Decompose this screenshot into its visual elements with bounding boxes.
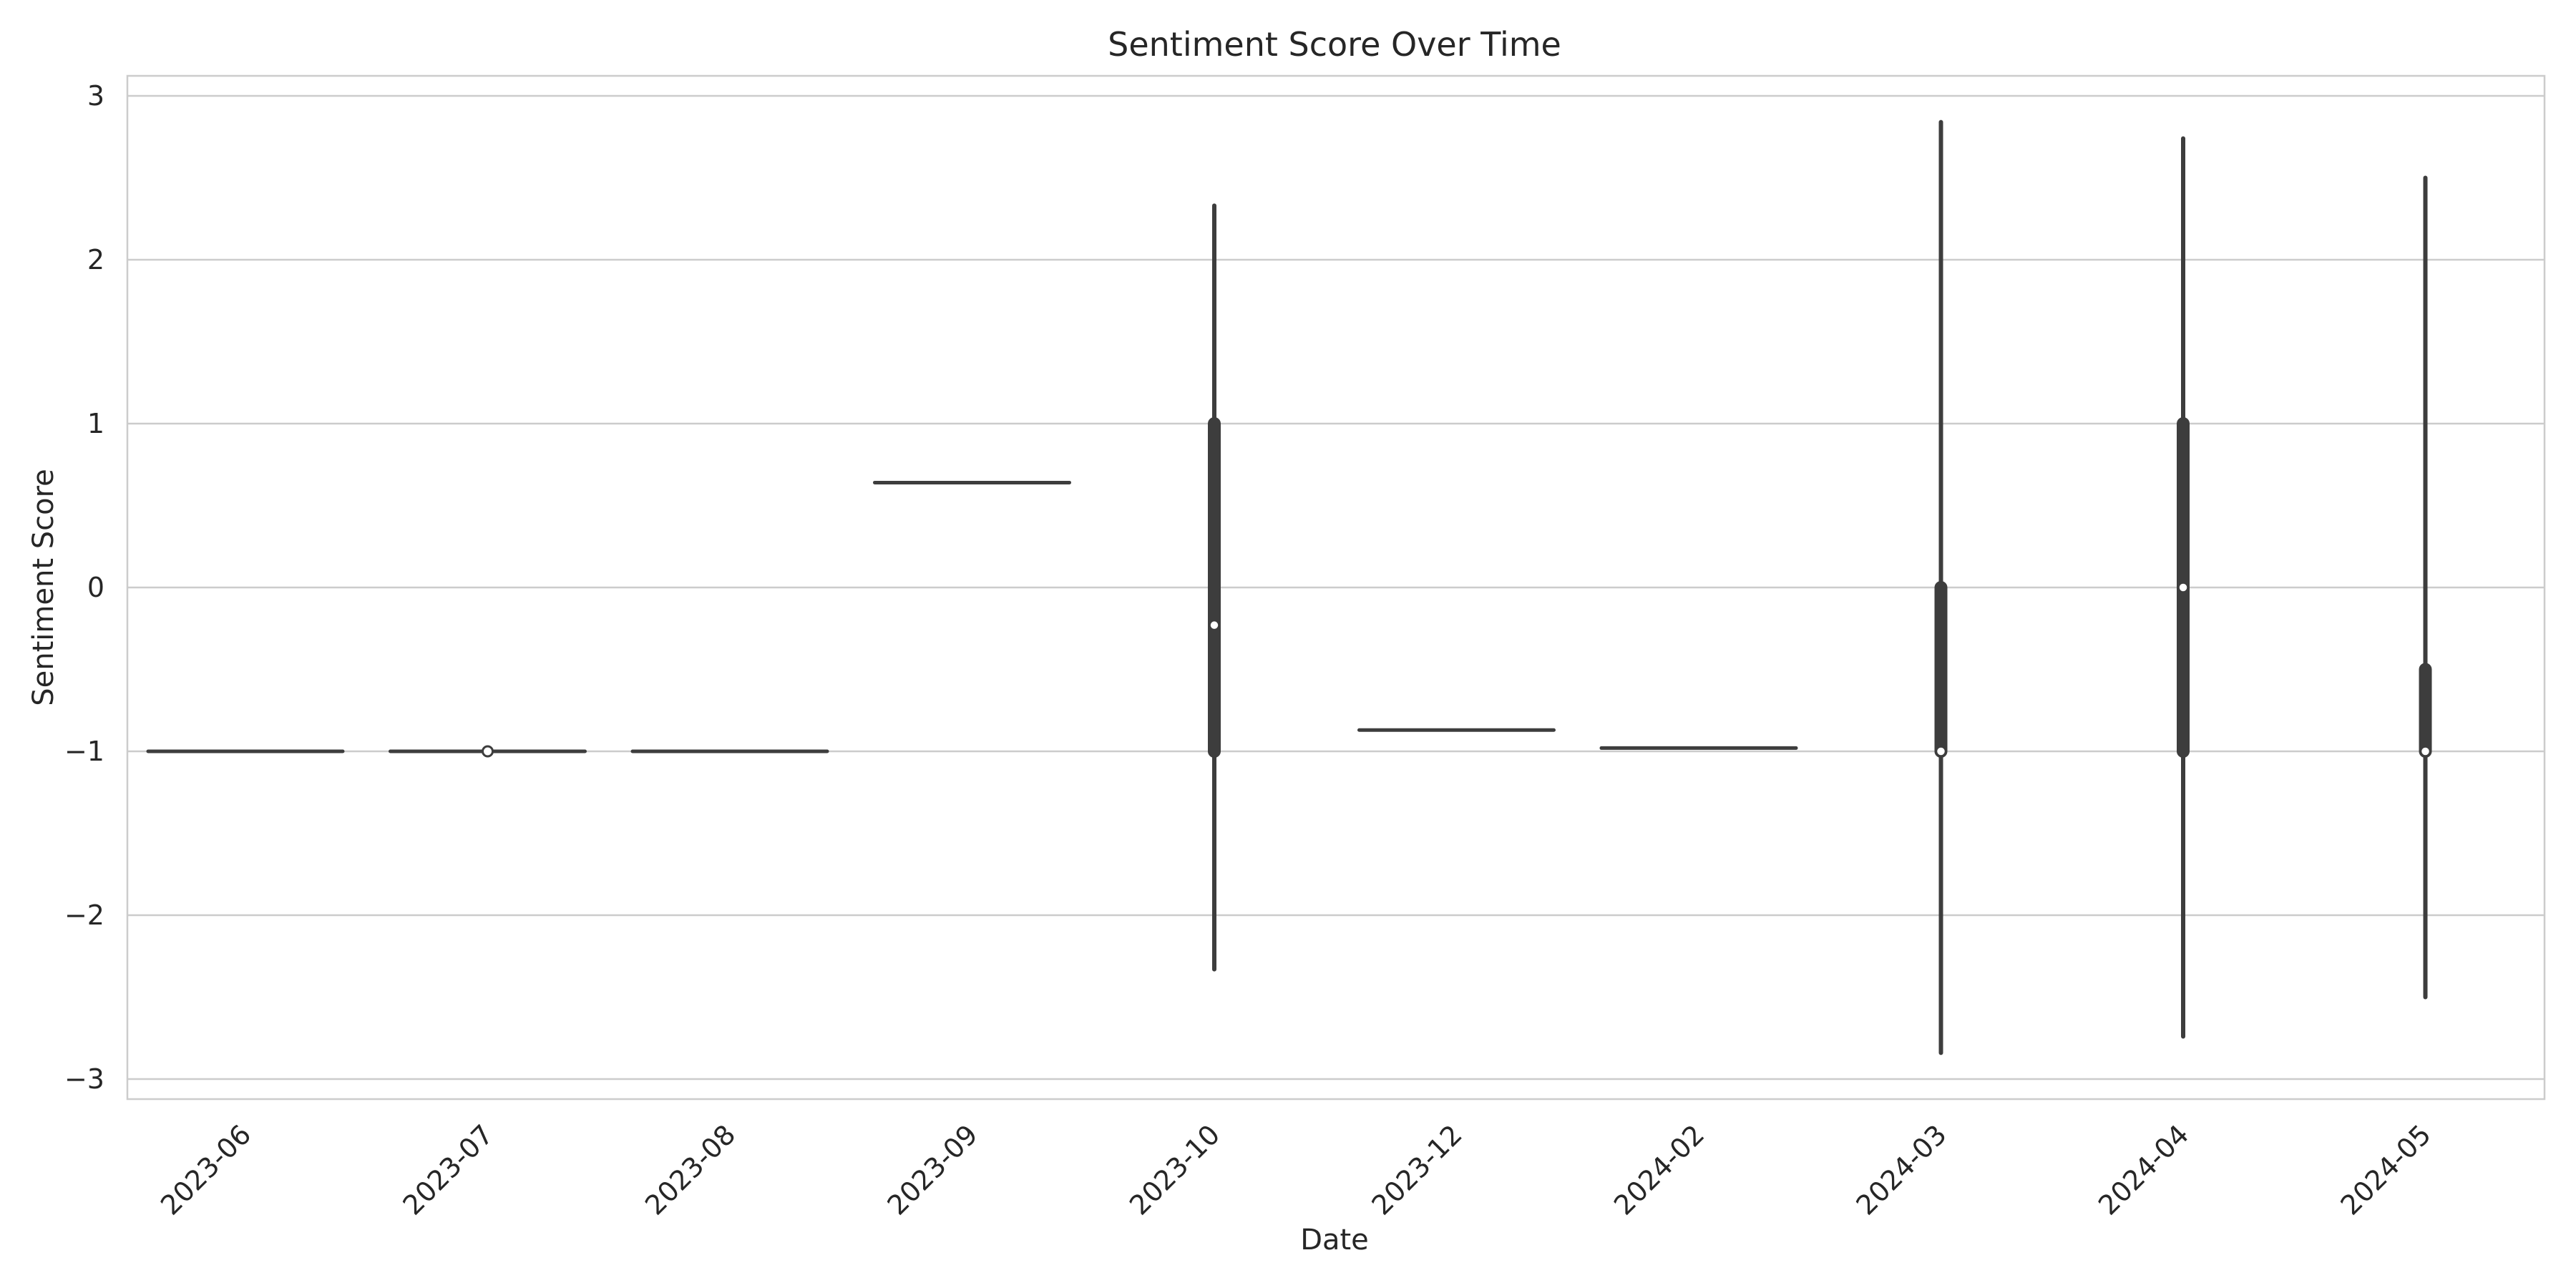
x-tick-label: 2023-06	[155, 1118, 257, 1221]
violin-2023-10	[1208, 203, 1221, 972]
y-tick-label: 0	[87, 572, 104, 603]
x-tick-label: 2023-09	[881, 1118, 983, 1221]
chart-title: Sentiment Score Over Time	[1108, 25, 1561, 64]
y-tick-label: −2	[64, 899, 104, 931]
x-tick-label: 2024-02	[1608, 1118, 1710, 1221]
x-tick-label: 2024-04	[2092, 1118, 2195, 1221]
violin-2024-03	[1934, 119, 1948, 1055]
median-dot	[1209, 620, 1219, 630]
x-tick-label: 2024-03	[1850, 1118, 1952, 1221]
x-tick-labels: 2023-06 2023-07 2023-08 2023-09 2023-10 2023-…	[155, 1118, 2437, 1221]
median-dot	[1936, 746, 1946, 756]
violin-2023-07	[389, 745, 587, 758]
plot-frame	[126, 74, 2546, 1101]
x-axis-label: Date	[1300, 1224, 1369, 1257]
x-tick-label: 2024-05	[2334, 1118, 2436, 1221]
y-tick-labels: 3 2 1 0 −1 −2 −3	[64, 80, 104, 1095]
y-axis-label: Sentiment Score	[27, 469, 60, 706]
x-tick-label: 2023-07	[396, 1118, 499, 1221]
median-dot	[2178, 582, 2188, 592]
y-tick-label: 3	[87, 80, 104, 112]
y-tick-label: 2	[87, 244, 104, 275]
median-dot	[482, 745, 494, 758]
violin-layer	[146, 119, 2432, 1055]
violin-2024-05	[2419, 175, 2432, 1000]
x-tick-label: 2023-10	[1123, 1118, 1226, 1221]
y-tick-label: −1	[64, 736, 104, 767]
violin-2024-04	[2177, 136, 2190, 1039]
median-dot	[2420, 746, 2431, 756]
y-tick-label: −3	[64, 1063, 104, 1095]
x-tick-label: 2023-12	[1365, 1118, 1468, 1221]
x-tick-label: 2023-08	[639, 1118, 741, 1221]
y-tick-label: 1	[87, 408, 104, 439]
